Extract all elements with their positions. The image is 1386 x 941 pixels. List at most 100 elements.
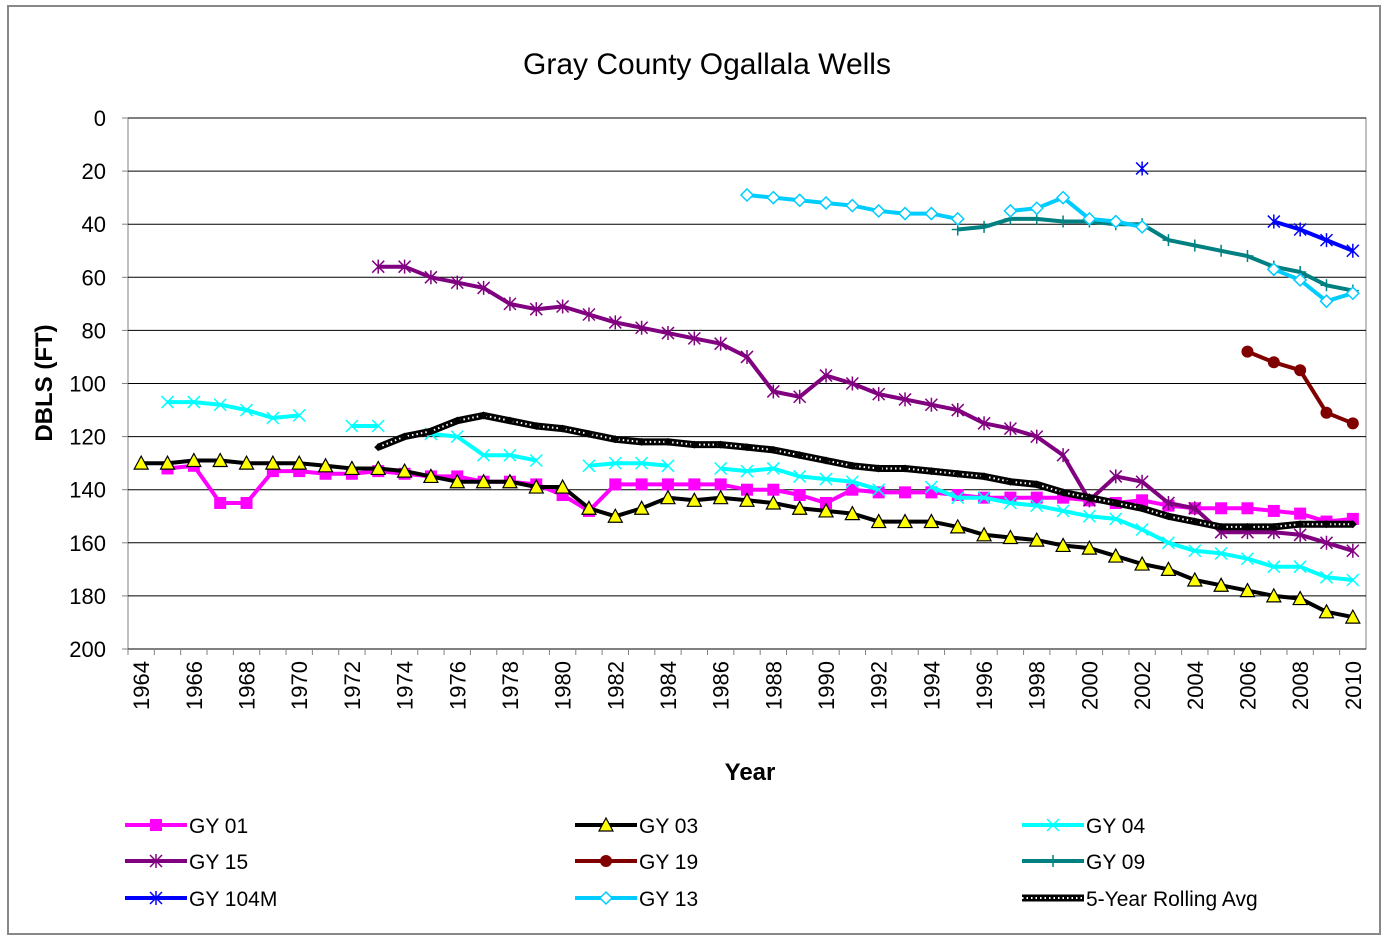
x-tick-label: 2008: [1288, 661, 1313, 710]
marker: [977, 416, 991, 431]
marker: [635, 456, 649, 470]
marker: [950, 211, 965, 226]
marker: [264, 454, 281, 470]
legend-item: GY 09: [1022, 851, 1145, 874]
y-tick-label: 140: [69, 478, 106, 503]
marker: [1030, 499, 1044, 513]
marker: [1215, 244, 1228, 257]
marker: [1055, 537, 1072, 553]
marker: [766, 384, 780, 399]
marker: [1085, 493, 1094, 502]
marker: [214, 496, 227, 509]
marker: [1162, 234, 1175, 247]
marker: [767, 483, 780, 496]
marker: [1292, 590, 1309, 606]
marker: [791, 500, 808, 515]
legend-label: GY 15: [189, 851, 248, 874]
marker: [901, 464, 910, 473]
marker: [846, 483, 859, 496]
marker: [529, 453, 543, 468]
marker: [558, 424, 567, 433]
legend-label: GY 09: [1086, 851, 1145, 874]
marker: [661, 326, 675, 341]
marker: [924, 206, 939, 221]
marker: [1108, 214, 1123, 229]
marker: [1215, 502, 1228, 515]
legend-item: GY 13: [575, 888, 698, 911]
x-tick-label: 1994: [919, 661, 944, 710]
marker: [1111, 498, 1120, 507]
legend-item: GY 03: [575, 815, 698, 838]
marker: [1029, 201, 1044, 216]
y-tick-label: 0: [94, 106, 106, 131]
marker: [1322, 520, 1331, 529]
marker: [1240, 552, 1255, 566]
marker: [1265, 587, 1282, 603]
marker: [292, 408, 306, 422]
marker: [1319, 570, 1334, 584]
marker: [159, 454, 176, 470]
marker: [1267, 560, 1281, 574]
marker: [160, 395, 175, 409]
marker: [426, 427, 435, 436]
marker: [765, 494, 782, 510]
marker: [371, 259, 385, 274]
marker: [1135, 161, 1149, 176]
y-tick-label: 100: [69, 372, 106, 397]
series: [739, 187, 1360, 309]
series: [160, 395, 1360, 587]
marker: [1082, 509, 1096, 523]
marker: [149, 854, 163, 868]
marker: [1214, 546, 1228, 560]
marker: [1346, 243, 1360, 258]
marker: [185, 452, 202, 468]
marker: [1346, 573, 1360, 587]
marker: [1056, 448, 1070, 463]
marker: [659, 489, 676, 505]
x-tick-label: 1998: [1025, 661, 1050, 710]
marker: [792, 193, 807, 208]
marker: [637, 437, 646, 446]
x-tick-label: 1988: [761, 661, 786, 710]
marker: [923, 513, 940, 529]
marker: [688, 478, 701, 491]
marker: [793, 489, 806, 502]
x-tick-label: 2004: [1183, 661, 1208, 710]
marker: [1056, 190, 1071, 205]
marker: [343, 460, 360, 476]
marker: [187, 395, 201, 409]
x-tick-label: 1972: [340, 661, 365, 710]
marker: [1267, 504, 1280, 517]
marker: [927, 467, 936, 476]
marker: [371, 419, 385, 433]
marker: [897, 513, 914, 529]
marker: [1030, 491, 1043, 504]
marker: [1348, 520, 1357, 529]
series: [374, 411, 1357, 531]
x-tick-label: 1990: [814, 661, 839, 710]
marker: [453, 416, 462, 425]
marker: [953, 469, 962, 478]
marker: [951, 491, 965, 505]
marker: [845, 198, 860, 213]
y-tick-label: 180: [69, 584, 106, 609]
marker: [503, 296, 517, 311]
marker: [819, 368, 833, 383]
marker: [740, 464, 754, 478]
x-tick-label: 1986: [709, 661, 734, 710]
marker: [370, 460, 387, 476]
marker: [898, 392, 912, 407]
marker: [505, 416, 514, 425]
x-tick-label: 1984: [656, 661, 681, 710]
marker: [714, 336, 728, 351]
marker: [1296, 520, 1305, 529]
legend-item: 5-Year Rolling Avg: [1022, 888, 1258, 911]
marker: [1188, 501, 1202, 516]
marker: [1293, 560, 1307, 574]
marker: [608, 315, 622, 330]
marker: [398, 259, 412, 274]
marker: [1213, 577, 1230, 592]
marker: [1082, 211, 1097, 226]
marker: [1135, 474, 1149, 489]
